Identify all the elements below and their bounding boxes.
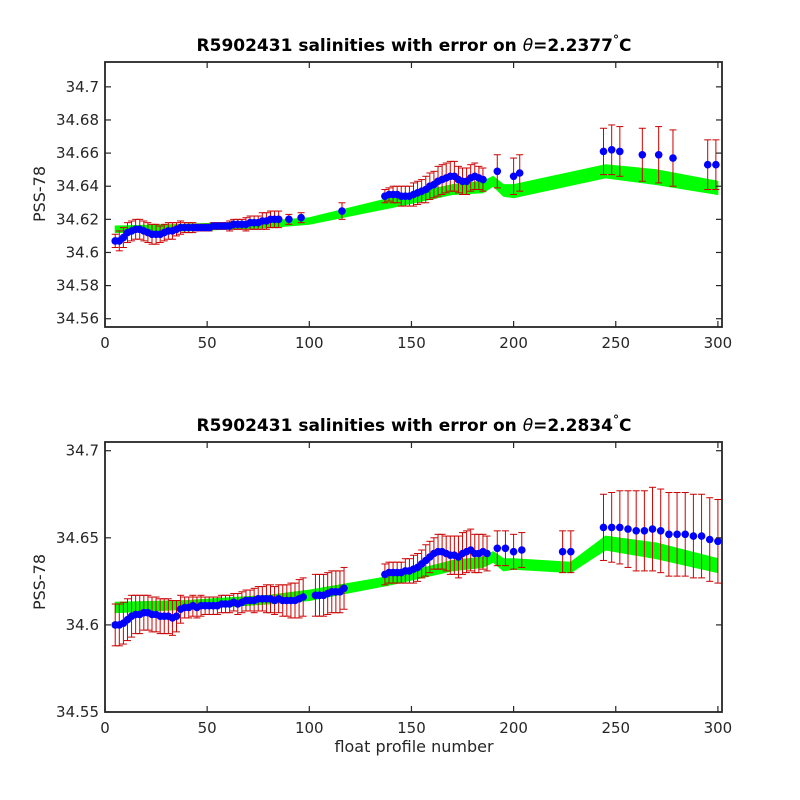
top-title-value: =2.2377 bbox=[533, 36, 613, 56]
bottom-y-ticks: 34.55 34.6 34.65 34.7 bbox=[56, 442, 722, 721]
top-x-tick-label: 150 bbox=[397, 334, 426, 352]
bottom-salinity-point bbox=[648, 525, 657, 533]
top-y-tick-label: 34.62 bbox=[56, 210, 99, 228]
bottom-salinity-point bbox=[509, 547, 518, 556]
bottom-salinity-point bbox=[681, 530, 689, 539]
top-axes-frame bbox=[104, 61, 723, 328]
top-x-tick-label: 100 bbox=[295, 334, 324, 352]
bottom-y-axis-label: PSS-78 bbox=[30, 554, 49, 610]
bottom-x-tick-label: 300 bbox=[704, 719, 733, 737]
bottom-salinity-point bbox=[501, 544, 510, 553]
top-y-tick-label: 34.64 bbox=[56, 177, 99, 195]
top-x-tick-label: 50 bbox=[198, 334, 217, 352]
bottom-x-tick-label: 50 bbox=[198, 719, 217, 737]
top-y-tick-label: 34.6 bbox=[66, 243, 99, 261]
top-salinity-point bbox=[669, 154, 677, 162]
bottom-salinity-point bbox=[616, 523, 624, 532]
bottom-salinity-point bbox=[714, 537, 722, 546]
top-chart-panel: R5902431 salinities with error on θ=2.23… bbox=[30, 33, 732, 352]
bottom-salinity-point bbox=[607, 523, 616, 532]
bottom-salinity-point bbox=[640, 527, 649, 535]
bottom-salinity-point bbox=[518, 546, 526, 554]
bottom-title-main: R5902431 salinities with error on bbox=[197, 416, 523, 436]
top-salinity-point bbox=[638, 151, 647, 159]
top-salinity-point bbox=[274, 215, 283, 224]
bottom-salinity-point bbox=[624, 525, 632, 533]
bottom-title-unit: C bbox=[619, 416, 631, 436]
bottom-salinity-point bbox=[697, 532, 706, 540]
bottom-title-degree: ° bbox=[613, 413, 619, 427]
bottom-salinity-point bbox=[483, 549, 491, 558]
top-salinity-point bbox=[599, 147, 608, 156]
top-plot-area bbox=[111, 124, 720, 252]
bottom-salinity-point bbox=[299, 593, 308, 601]
top-title-unit: C bbox=[619, 36, 631, 56]
bottom-salinity-point bbox=[665, 530, 673, 539]
top-salinity-point bbox=[493, 167, 502, 176]
bottom-y-tick-label: 34.55 bbox=[56, 703, 99, 721]
top-salinity-point bbox=[515, 169, 524, 177]
bottom-x-tick-label: 250 bbox=[601, 719, 630, 737]
bottom-chart-title: R5902431 salinities with error on θ=2.28… bbox=[197, 413, 632, 436]
top-x-tick-label: 300 bbox=[704, 334, 733, 352]
bottom-salinity-point bbox=[632, 527, 640, 535]
top-salinity-point bbox=[479, 175, 487, 184]
bottom-axes-frame bbox=[104, 441, 723, 713]
bottom-title-theta: θ bbox=[523, 416, 534, 436]
bottom-salinity-point bbox=[558, 547, 567, 556]
top-y-tick-label: 34.58 bbox=[56, 277, 99, 295]
top-salinity-point bbox=[616, 147, 624, 156]
top-y-tick-label: 34.7 bbox=[66, 78, 99, 96]
bottom-salinity-point bbox=[599, 523, 608, 532]
top-salinity-point bbox=[703, 160, 712, 169]
top-x-tick-label: 250 bbox=[601, 334, 630, 352]
top-y-axis-label: PSS-78 bbox=[30, 166, 49, 222]
bottom-salinity-point bbox=[567, 547, 575, 556]
top-title-theta: θ bbox=[523, 36, 534, 56]
bottom-y-tick-label: 34.65 bbox=[56, 529, 99, 547]
bottom-y-tick-label: 34.6 bbox=[66, 616, 99, 634]
bottom-x-axis-label: float profile number bbox=[334, 737, 494, 756]
top-salinity-point bbox=[509, 172, 518, 181]
bottom-chart-panel: R5902431 salinities with error on θ=2.28… bbox=[30, 413, 732, 756]
top-salinity-point bbox=[712, 160, 720, 169]
bottom-salinity-point bbox=[705, 535, 714, 544]
bottom-salinity-point bbox=[656, 527, 665, 535]
bottom-x-tick-label: 100 bbox=[295, 719, 324, 737]
bottom-plot-area bbox=[111, 486, 722, 647]
top-salinity-point bbox=[119, 233, 128, 242]
top-salinity-point bbox=[285, 215, 293, 224]
bottom-salinity-point bbox=[172, 612, 181, 620]
top-title-main: R5902431 salinities with error on bbox=[197, 36, 523, 56]
top-y-tick-label: 34.68 bbox=[56, 111, 99, 129]
bottom-y-tick-label: 34.7 bbox=[66, 442, 99, 460]
top-salinity-point bbox=[607, 146, 616, 154]
top-x-tick-label: 200 bbox=[499, 334, 528, 352]
bottom-salinity-point bbox=[493, 544, 502, 553]
top-y-tick-label: 34.66 bbox=[56, 144, 99, 162]
bottom-x-ticks: 0 50 100 150 200 250 300 bbox=[100, 442, 732, 737]
bottom-x-tick-label: 150 bbox=[397, 719, 426, 737]
top-salinity-point bbox=[338, 207, 346, 215]
bottom-x-tick-label: 200 bbox=[499, 719, 528, 737]
bottom-salinity-point bbox=[689, 532, 698, 540]
bottom-salinity-point bbox=[340, 584, 348, 593]
top-chart-title: R5902431 salinities with error on θ=2.23… bbox=[197, 33, 632, 56]
bottom-salinity-point bbox=[673, 530, 681, 539]
top-x-ticks: 0 50 100 150 200 250 300 bbox=[100, 62, 732, 352]
top-x-tick-label: 0 bbox=[100, 334, 110, 352]
top-title-degree: ° bbox=[613, 33, 619, 47]
bottom-x-tick-label: 0 bbox=[100, 719, 110, 737]
top-y-ticks: 34.56 34.58 34.6 34.62 34.64 34.66 34.68 34.7 bbox=[56, 78, 722, 328]
top-salinity-point bbox=[297, 213, 305, 222]
top-salinity-point bbox=[654, 151, 663, 159]
top-y-tick-label: 34.56 bbox=[56, 310, 99, 328]
bottom-title-value: =2.2834 bbox=[533, 416, 613, 436]
